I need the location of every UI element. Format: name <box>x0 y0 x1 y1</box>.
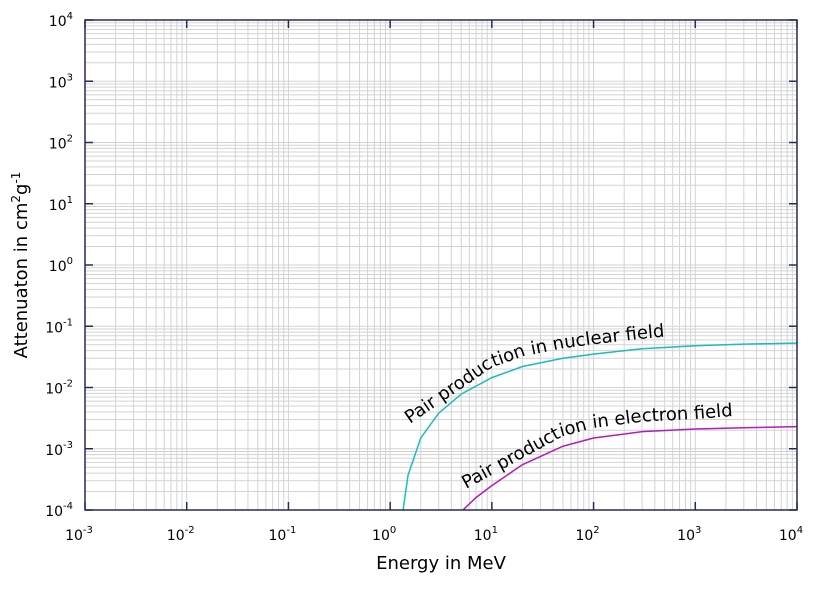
y-tick-label: 101 <box>49 195 73 214</box>
y-tick-label: 102 <box>49 134 73 153</box>
x-tick-label: 10-3 <box>65 525 93 544</box>
x-tick-label: 100 <box>372 525 396 544</box>
series-line <box>462 425 798 511</box>
x-axis-label: Energy in MeV <box>376 553 506 574</box>
x-tick-label: 101 <box>474 525 498 544</box>
ticks: 10-3 10-2 10-1 100 101 102 103 104 10-4 10-3 10-2 1… <box>45 11 803 544</box>
x-tick-label: 10-1 <box>269 525 297 544</box>
y-tick-label: 100 <box>49 256 73 275</box>
y-axis-label: Attenuaton in cm2g-1 <box>9 172 32 359</box>
grid <box>84 20 797 511</box>
y-tick-label: 10-2 <box>45 379 73 398</box>
y-tick-label: 10-4 <box>45 501 73 520</box>
x-tick-label: 102 <box>575 525 599 544</box>
y-tick-label: 10-1 <box>45 317 73 336</box>
x-tick-label: 103 <box>677 525 701 544</box>
series-line <box>402 342 798 511</box>
x-tick-label: 10-2 <box>167 525 195 544</box>
series-label: Pair production in electron field <box>458 400 733 493</box>
y-tick-label: 104 <box>49 11 73 30</box>
y-tick-label: 10-3 <box>45 440 73 459</box>
x-tick-label: 104 <box>779 525 803 544</box>
y-tick-label: 103 <box>49 72 73 91</box>
